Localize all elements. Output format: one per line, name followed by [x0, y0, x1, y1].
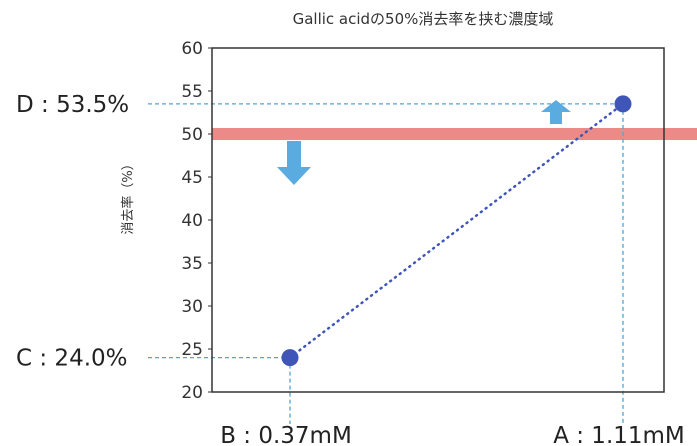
- y-callout-label: C : 24.0%: [16, 346, 128, 372]
- y-tick-label: 20: [181, 383, 203, 403]
- y-tick-label: 45: [181, 168, 203, 188]
- up-arrow-icon: [541, 100, 571, 124]
- data-point-a: [614, 95, 632, 113]
- y-tick-label: 40: [181, 211, 203, 231]
- y-axis-label: 消去率（%）: [120, 157, 136, 234]
- plot-frame: [211, 47, 665, 393]
- y-callout-label: D : 53.5%: [16, 92, 129, 118]
- y-tick-label: 30: [181, 297, 203, 317]
- threshold-band: [212, 128, 697, 140]
- series-line: [288, 102, 625, 359]
- data-point-b: [281, 349, 299, 367]
- x-callout-label: B : 0.37mM: [220, 423, 352, 446]
- y-tick-label: 35: [181, 254, 203, 274]
- y-tick-label: 50: [181, 125, 203, 145]
- y-tick-label: 25: [181, 340, 203, 360]
- chart-title: Gallic acidの50%消去率を挟む濃度域: [293, 10, 554, 28]
- down-arrow-icon: [277, 141, 311, 185]
- y-tick-label: 55: [181, 82, 203, 102]
- x-callout-label: A : 1.11mM: [553, 423, 685, 446]
- y-tick-label: 60: [181, 39, 203, 59]
